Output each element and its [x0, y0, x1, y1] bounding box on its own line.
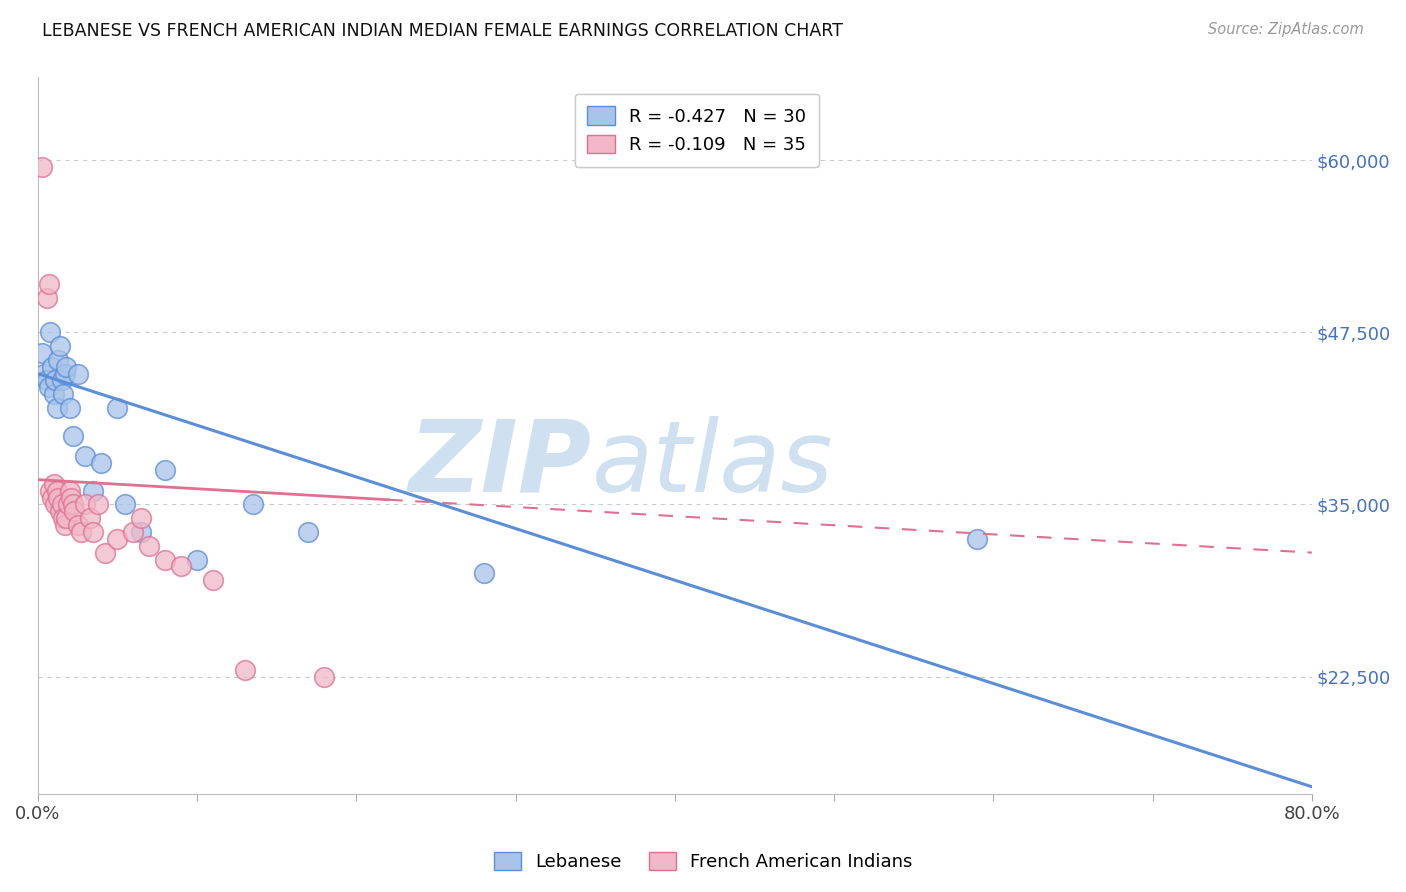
Point [52, 511, 75, 525]
Point [37, 291, 59, 305]
Point [105, 401, 128, 415]
Point [69, 524, 91, 539]
Point [48, 491, 70, 505]
Point [62, 428, 84, 442]
Text: LEBANESE VS FRENCH AMERICAN INDIAN MEDIAN FEMALE EARNINGS CORRELATION CHART: LEBANESE VS FRENCH AMERICAN INDIAN MEDIA… [42, 22, 844, 40]
Text: ZIP: ZIP [409, 416, 592, 513]
Point [51, 374, 73, 388]
Point [53, 367, 76, 381]
Point [48, 352, 70, 367]
Point [170, 559, 193, 574]
Point [38, 277, 60, 291]
Point [129, 524, 152, 539]
Point [153, 463, 176, 477]
Point [44, 497, 66, 511]
Point [82, 483, 104, 498]
Point [63, 504, 86, 518]
Point [66, 518, 89, 533]
Point [75, 449, 97, 463]
Point [31, 346, 53, 360]
Point [42, 387, 65, 401]
Point [186, 552, 208, 566]
Point [52, 387, 75, 401]
Point [153, 552, 176, 566]
Point [138, 539, 160, 553]
Text: Source: ZipAtlas.com: Source: ZipAtlas.com [1208, 22, 1364, 37]
Point [87, 497, 110, 511]
Point [44, 374, 66, 388]
Point [242, 497, 264, 511]
Point [32, 367, 55, 381]
Point [37, 374, 59, 388]
Point [472, 566, 495, 581]
Point [105, 532, 128, 546]
Point [233, 663, 256, 677]
Legend: R = -0.427   N = 30, R = -0.109   N = 35: R = -0.427 N = 30, R = -0.109 N = 35 [575, 94, 818, 167]
Point [60, 491, 83, 505]
Point [45, 483, 67, 498]
Point [55, 359, 77, 374]
Point [41, 359, 63, 374]
Point [129, 511, 152, 525]
Point [75, 497, 97, 511]
Point [82, 524, 104, 539]
Point [90, 456, 112, 470]
Point [297, 524, 319, 539]
Point [201, 573, 224, 587]
Point [79, 511, 101, 525]
Point [58, 401, 80, 415]
Point [55, 511, 77, 525]
Point [45, 401, 67, 415]
Text: atlas: atlas [592, 416, 834, 513]
Point [62, 497, 84, 511]
Point [39, 325, 62, 339]
Point [38, 380, 60, 394]
Point [56, 497, 79, 511]
Point [49, 339, 72, 353]
Point [49, 504, 72, 518]
Point [114, 497, 136, 511]
Point [42, 476, 65, 491]
Point [122, 524, 145, 539]
Point [58, 483, 80, 498]
Point [66, 367, 89, 381]
Point [31, 160, 53, 174]
Point [53, 518, 76, 533]
Point [966, 532, 988, 546]
Point [93, 546, 115, 560]
Point [41, 491, 63, 505]
Point [51, 497, 73, 511]
Point [39, 483, 62, 498]
Point [314, 670, 336, 684]
Legend: Lebanese, French American Indians: Lebanese, French American Indians [486, 845, 920, 879]
